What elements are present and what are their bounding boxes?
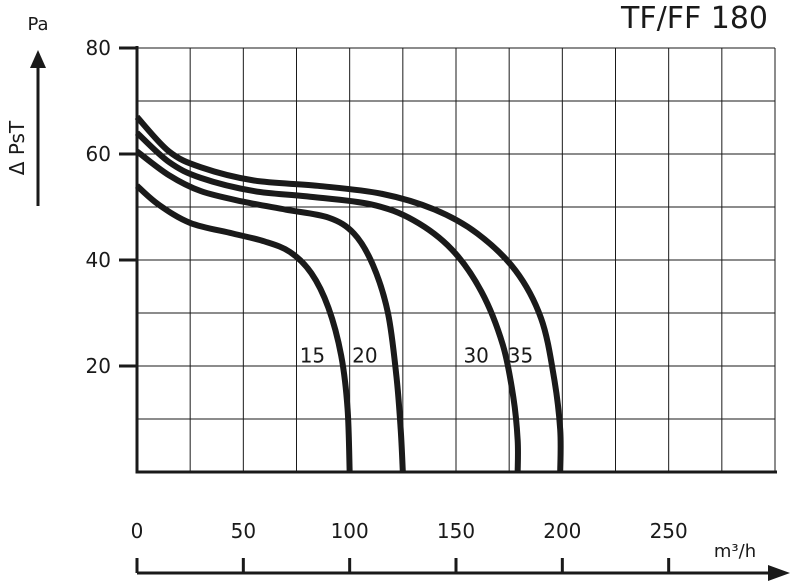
y-axis-unit: Pa — [27, 14, 48, 35]
y-tick-label: 60 — [86, 142, 111, 166]
x-axis-unit: m³/h — [714, 541, 756, 562]
series-label-30: 30 — [463, 343, 488, 367]
series-curve-15 — [134, 183, 353, 473]
series-curve-20 — [135, 148, 406, 473]
y-tick-label: 80 — [86, 36, 111, 60]
x-tick-label: 150 — [437, 519, 475, 543]
chart-labels: 20 40 60 80 0 50 100 150 200 250 15 20 30 35 — [86, 36, 688, 543]
flow-axis-arrow-icon — [768, 565, 790, 581]
x-tick-label: 100 — [331, 519, 369, 543]
series-curve-35 — [134, 114, 564, 473]
pressure-arrow-icon — [30, 50, 46, 68]
y-axis-label: Δ PsT — [5, 120, 29, 175]
chart-grid — [137, 47, 776, 472]
x-tick-label: 200 — [543, 519, 581, 543]
x-tick-label: 250 — [650, 519, 688, 543]
y-tick-label: 40 — [86, 248, 111, 272]
x-tick-label: 0 — [131, 519, 144, 543]
series-label-20: 20 — [352, 343, 377, 367]
series-label-15: 15 — [300, 343, 325, 367]
chart-title: TF/FF 180 — [620, 1, 768, 36]
series-label-35: 35 — [508, 343, 533, 367]
x-tick-label: 50 — [231, 519, 256, 543]
y-tick-label: 20 — [86, 354, 111, 378]
series-curve-30 — [134, 130, 521, 473]
chart-series — [134, 114, 564, 473]
